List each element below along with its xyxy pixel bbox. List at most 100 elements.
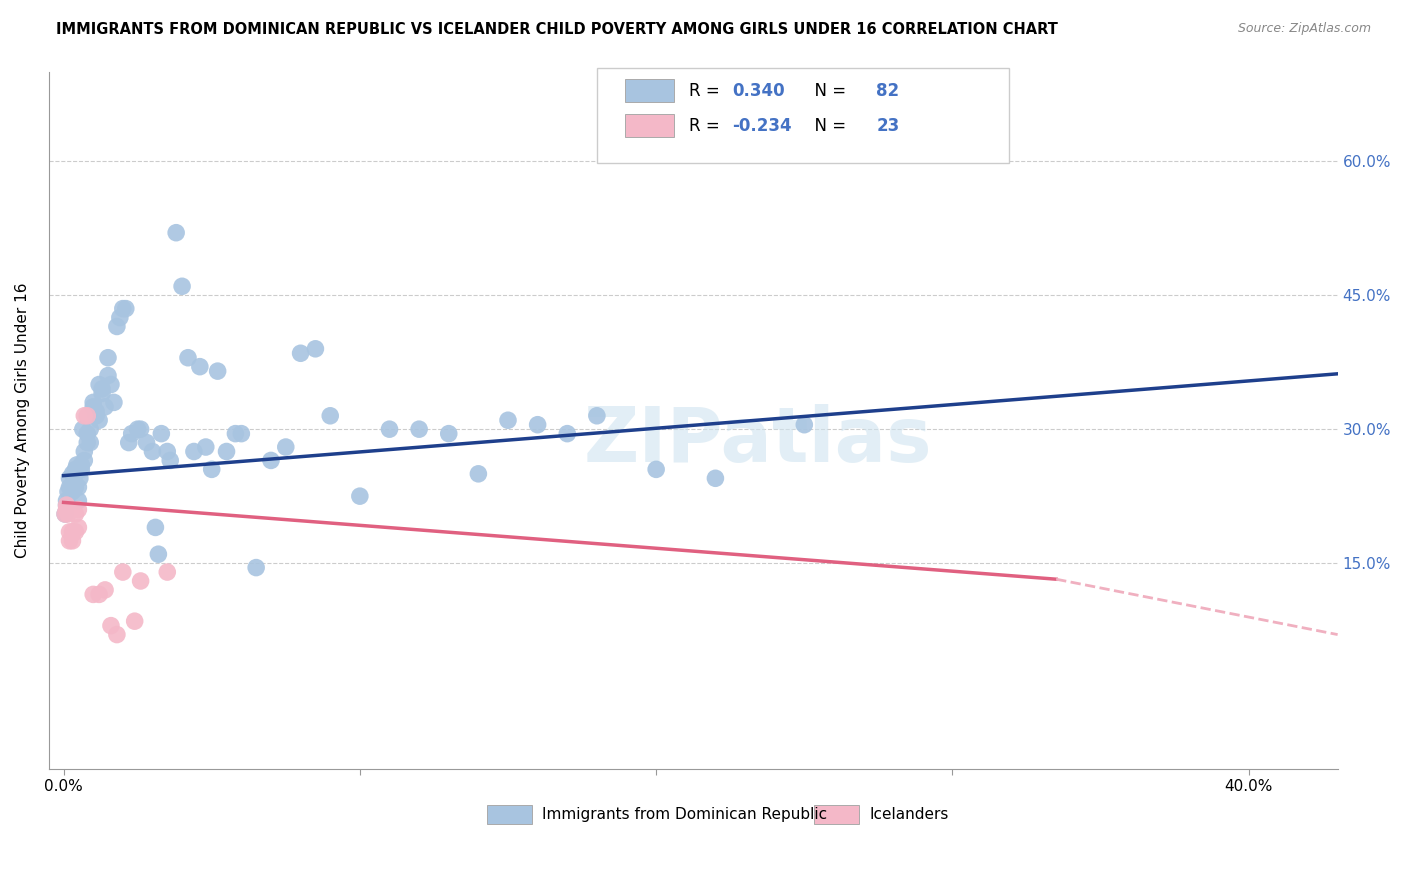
Point [207, 364, 229, 378]
Point [111, 301, 134, 316]
Text: -0.234: -0.234 [733, 117, 792, 135]
Point [76, 426, 98, 441]
Point [408, 422, 430, 436]
Point [100, 377, 122, 392]
Point [105, 319, 128, 334]
Point [437, 426, 460, 441]
Point [53, 507, 76, 521]
Point [70, 458, 93, 472]
Bar [486, 805, 531, 824]
Bar [814, 805, 859, 824]
Text: Source: ZipAtlas.com: Source: ZipAtlas.com [1237, 22, 1371, 36]
Point [55, 502, 77, 516]
Point [62, 484, 84, 499]
Point [55, 493, 77, 508]
Text: ZIPatlas: ZIPatlas [583, 404, 932, 478]
Point [97, 368, 120, 383]
Point [201, 462, 224, 476]
Text: 82: 82 [876, 82, 900, 100]
Point [586, 409, 609, 423]
Point [555, 426, 578, 441]
Point [62, 533, 84, 548]
Point [156, 565, 179, 579]
Point [526, 417, 548, 432]
Point [82, 587, 104, 601]
Point [67, 493, 90, 508]
Point [55, 498, 77, 512]
Point [58, 524, 80, 539]
Point [66, 458, 89, 472]
Point [172, 279, 194, 293]
Point [129, 422, 152, 436]
Point [84, 409, 107, 423]
Y-axis label: Child Poverty Among Girls Under 16: Child Poverty Among Girls Under 16 [15, 283, 30, 558]
Point [58, 533, 80, 548]
Text: 23: 23 [876, 117, 900, 135]
Point [56, 484, 79, 499]
Point [94, 582, 117, 597]
Point [79, 422, 101, 436]
Text: IMMIGRANTS FROM DOMINICAN REPUBLIC VS ICELANDER CHILD POVERTY AMONG GIRLS UNDER : IMMIGRANTS FROM DOMINICAN REPUBLIC VS IC… [56, 22, 1059, 37]
Point [67, 480, 90, 494]
Point [58, 480, 80, 494]
Bar [624, 78, 673, 102]
Point [319, 409, 342, 423]
Point [63, 471, 86, 485]
Point [62, 524, 84, 539]
Point [194, 440, 217, 454]
Point [111, 565, 134, 579]
Bar [624, 114, 673, 136]
Point [65, 462, 87, 476]
Point [245, 560, 267, 574]
Point [141, 444, 163, 458]
Point [129, 574, 152, 588]
Point [145, 520, 167, 534]
Point [65, 480, 87, 494]
Point [304, 342, 326, 356]
Text: R =: R = [689, 117, 725, 135]
Point [91, 386, 114, 401]
Point [82, 400, 104, 414]
Text: Immigrants from Dominican Republic: Immigrants from Dominican Republic [543, 807, 828, 822]
Point [290, 346, 312, 360]
Point [496, 413, 519, 427]
Text: R =: R = [689, 82, 725, 100]
Point [165, 226, 187, 240]
FancyBboxPatch shape [596, 69, 1010, 162]
Point [69, 471, 91, 485]
Point [87, 587, 110, 601]
Point [224, 426, 246, 441]
Point [72, 422, 94, 436]
Point [704, 471, 727, 485]
Point [378, 422, 401, 436]
Point [73, 409, 96, 423]
Point [103, 395, 125, 409]
Point [645, 462, 668, 476]
Point [73, 453, 96, 467]
Point [65, 507, 87, 521]
Point [67, 520, 90, 534]
Point [274, 440, 297, 454]
Point [188, 359, 211, 374]
Point [67, 502, 90, 516]
Point [91, 382, 114, 396]
Point [467, 467, 489, 481]
Point [82, 395, 104, 409]
Point [76, 435, 98, 450]
Point [53, 507, 76, 521]
Text: Icelanders: Icelanders [870, 807, 949, 822]
Point [793, 417, 815, 432]
Point [87, 377, 110, 392]
Point [150, 426, 173, 441]
Point [59, 480, 82, 494]
Text: 0.340: 0.340 [733, 82, 785, 100]
Point [118, 435, 141, 450]
Point [349, 489, 371, 503]
Point [56, 507, 79, 521]
Point [76, 409, 98, 423]
Point [70, 462, 93, 476]
Point [84, 404, 107, 418]
Point [156, 444, 179, 458]
Point [135, 435, 157, 450]
Point [55, 498, 77, 512]
